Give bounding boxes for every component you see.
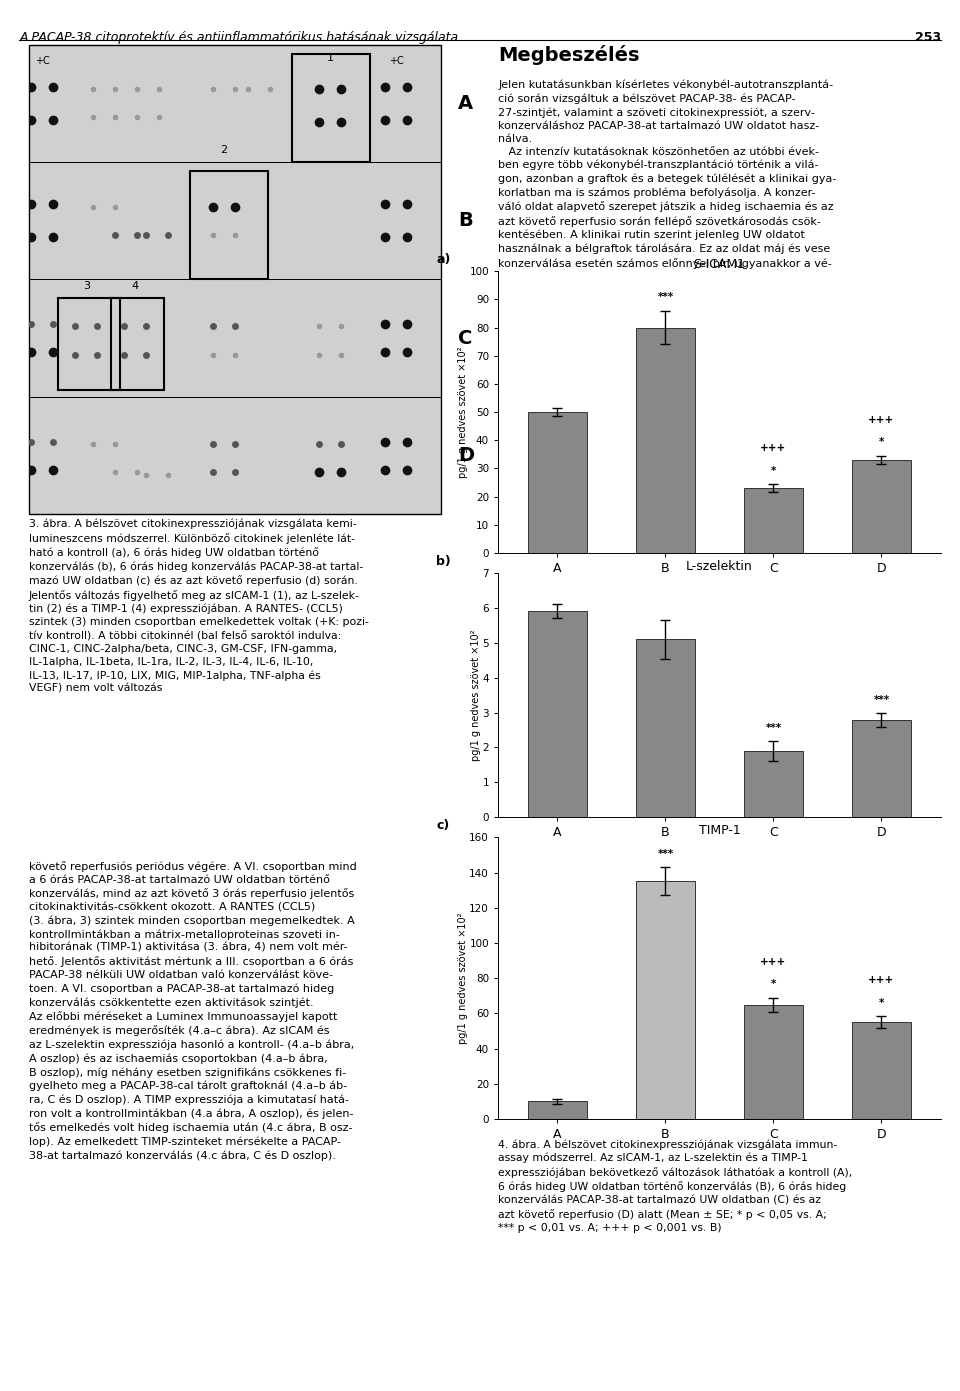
Text: b): b)	[436, 555, 451, 568]
Bar	[744, 488, 804, 554]
Title: TIMP-1: TIMP-1	[699, 825, 740, 837]
Text: A PACAP-38 citoprotektív és antiinflammatórikus hatásának vizsgálata: A PACAP-38 citoprotektív és antiinflamma…	[19, 31, 458, 43]
Text: Megbeszélés: Megbeszélés	[498, 45, 639, 64]
Text: A: A	[458, 93, 473, 113]
Bar	[744, 751, 804, 818]
Text: 4. ábra. A bélszövet citokinexpressziójának vizsgálata immun-
assay módszerrel. : 4. ábra. A bélszövet citokinexpressziójá…	[498, 1139, 852, 1232]
Text: *: *	[771, 979, 776, 989]
Text: c): c)	[436, 819, 449, 832]
Bar	[528, 612, 588, 818]
Y-axis label: pg/1 g nedves szövet ×10²: pg/1 g nedves szövet ×10²	[458, 912, 468, 1043]
Bar	[852, 719, 911, 818]
Bar	[636, 882, 695, 1120]
Text: ***: ***	[874, 696, 890, 705]
Text: ***: ***	[765, 723, 781, 733]
Title: L-szelektin: L-szelektin	[686, 561, 753, 573]
Bar	[528, 412, 588, 554]
Bar	[636, 327, 695, 554]
Text: követő reperfusiós periódus végére. A VI. csoportban mind
a 6 órás PACAP-38-at t: követő reperfusiós periódus végére. A VI…	[29, 861, 356, 1160]
Text: +++: +++	[868, 415, 895, 424]
Text: +C: +C	[35, 56, 50, 65]
Text: 3: 3	[83, 281, 90, 291]
Text: 4: 4	[132, 281, 138, 291]
Text: +++: +++	[760, 957, 786, 967]
Title: S-ICAM1: S-ICAM1	[693, 259, 746, 271]
Bar	[852, 460, 911, 554]
Y-axis label: pg/1 g nedves szövet ×10²: pg/1 g nedves szövet ×10²	[458, 346, 468, 479]
Text: C: C	[458, 328, 472, 348]
Text: Jelen kutatásunkban kísérletes vékonybél-autotranszplantá-
ció során vizsgáltuk : Jelen kutatásunkban kísérletes vékonybél…	[498, 79, 836, 351]
Text: a): a)	[436, 253, 450, 266]
Text: +++: +++	[760, 442, 786, 453]
Text: 2: 2	[220, 145, 228, 154]
Text: 1: 1	[326, 53, 333, 64]
Text: *: *	[878, 437, 884, 448]
Bar	[528, 1102, 588, 1120]
Y-axis label: pg/1 g nedves szövet ×10²: pg/1 g nedves szövet ×10²	[471, 629, 481, 761]
Text: B: B	[458, 211, 473, 231]
Text: +++: +++	[868, 975, 895, 985]
Text: ***: ***	[658, 849, 674, 858]
Text: *: *	[878, 997, 884, 1007]
Bar	[636, 640, 695, 818]
Text: 3. ábra. A bélszövet citokinexpressziójának vizsgálata kemi-
lumineszcens módsze: 3. ábra. A bélszövet citokinexpressziójá…	[29, 519, 369, 694]
Text: ***: ***	[658, 292, 674, 302]
Text: D: D	[458, 447, 474, 465]
Bar	[744, 1004, 804, 1120]
Text: 253: 253	[915, 31, 941, 43]
Text: +C: +C	[389, 56, 403, 65]
Text: *: *	[771, 466, 776, 476]
Bar	[852, 1022, 911, 1120]
